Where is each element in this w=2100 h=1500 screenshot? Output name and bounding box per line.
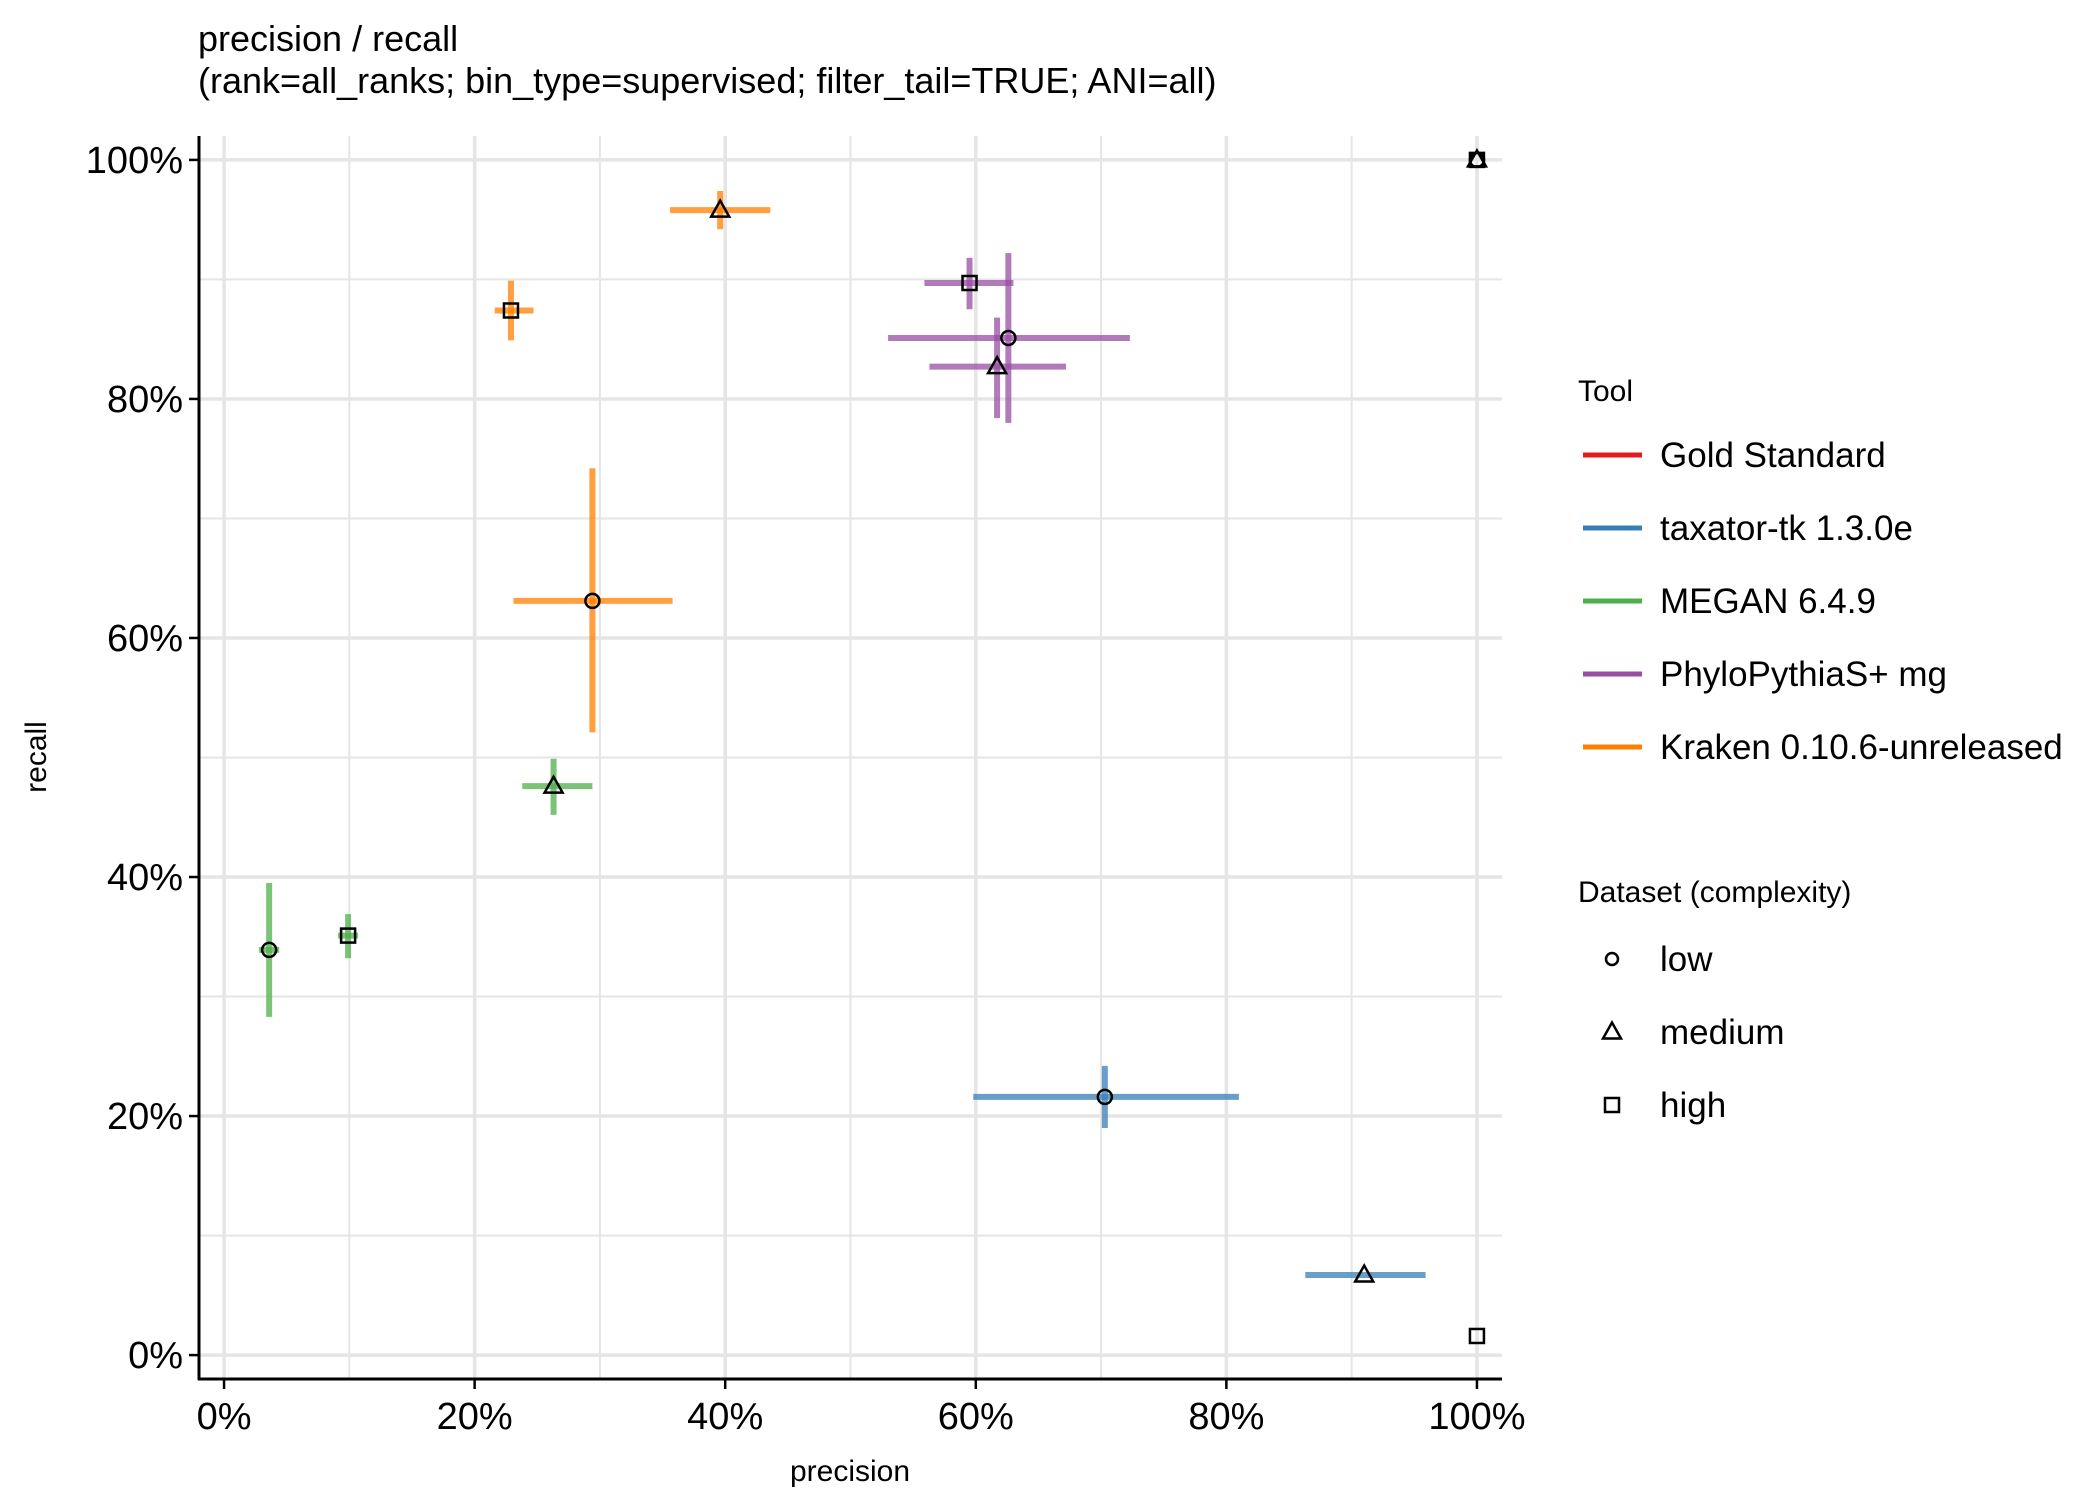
data-point — [339, 927, 357, 944]
data-point — [260, 941, 278, 959]
data-point — [1468, 1327, 1486, 1345]
x-axis-ticks: 0% 20% 40% 60% 80% 100% — [197, 1379, 1526, 1438]
legend-dataset-symbol — [1600, 1020, 1624, 1040]
data-point — [985, 354, 1009, 375]
x-tick-label: 20% — [437, 1396, 513, 1438]
x-tick-label: 60% — [938, 1396, 1014, 1438]
chart-title: precision / recall — [198, 18, 459, 59]
data-point — [502, 302, 520, 319]
data-point — [709, 198, 732, 218]
x-tick-label: 100% — [1428, 1396, 1525, 1438]
grid-lines — [199, 136, 1502, 1379]
legend-tool-label: MEGAN 6.4.9 — [1660, 582, 1876, 621]
data-point — [542, 774, 565, 794]
legend-dataset-label: high — [1660, 1086, 1726, 1125]
data-point — [1000, 329, 1017, 347]
legend-tool-entries: Gold Standard taxator-tk 1.3.0e MEGAN 6.4.… — [1583, 436, 2063, 767]
data-point — [1096, 1088, 1114, 1106]
error-bars — [259, 190, 1426, 1279]
legend-dataset-symbol — [1603, 1096, 1621, 1114]
legend-tool-label: Gold Standard — [1660, 436, 1886, 475]
legend-dataset-entries: low medium high — [1600, 940, 1784, 1125]
legend-tool-label: PhyloPythiaS+ mg — [1660, 655, 1947, 694]
data-point — [1468, 151, 1486, 169]
chart-title-block: precision / recall (rank=all_ranks; bin_… — [198, 18, 1216, 102]
data-point — [1353, 1263, 1376, 1283]
y-tick-label: 40% — [107, 857, 183, 899]
legend-tool-label: Kraken 0.10.6-unreleased — [1660, 728, 2063, 767]
legend-dataset-label: medium — [1660, 1013, 1784, 1052]
legend: Tool Gold Standard taxator-tk 1.3.0e MEGAN… — [1578, 375, 2063, 1125]
legend-dataset-symbol — [1604, 951, 1620, 967]
x-axis-title: precision — [790, 1455, 910, 1488]
axes — [197, 136, 1502, 1381]
y-axis-ticks: 0% 20% 40% 60% 80% 100% — [86, 140, 199, 1377]
x-tick-label: 40% — [687, 1396, 763, 1438]
x-tick-label: 80% — [1188, 1396, 1264, 1438]
y-tick-label: 60% — [107, 618, 183, 660]
y-tick-label: 100% — [86, 140, 183, 182]
data-point — [961, 274, 978, 292]
legend-tool-label: taxator-tk 1.3.0e — [1660, 509, 1913, 548]
data-points — [260, 147, 1489, 1345]
legend-dataset-label: low — [1660, 940, 1713, 979]
legend-dataset-title: Dataset (complexity) — [1578, 876, 1851, 909]
y-tick-label: 80% — [107, 379, 183, 421]
chart-subtitle: (rank=all_ranks; bin_type=supervised; fi… — [198, 60, 1217, 101]
y-tick-label: 0% — [128, 1335, 183, 1377]
y-axis-title: recall — [20, 721, 53, 793]
data-point — [584, 592, 601, 610]
legend-tool-title: Tool — [1578, 375, 1633, 408]
x-tick-label: 0% — [197, 1396, 252, 1438]
y-tick-label: 20% — [107, 1096, 183, 1138]
